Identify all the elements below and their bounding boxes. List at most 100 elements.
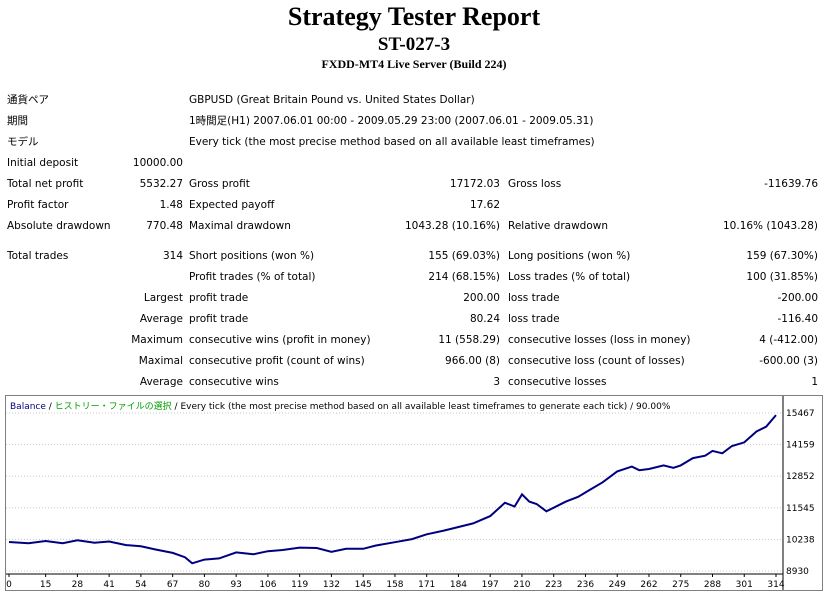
long-positions-label: Long positions (won %) [508, 250, 631, 262]
largest-label: Largest [143, 292, 183, 304]
avg-consec-wins-label: consecutive wins [189, 376, 279, 388]
x-tick-label: 93 [230, 580, 241, 590]
gross-profit-value: 17172.03 [449, 178, 500, 190]
initial-deposit-value: 10000.00 [132, 157, 183, 169]
legend-model: Every tick (the most precise method base… [180, 402, 670, 412]
largest-loss-value: -200.00 [777, 292, 818, 304]
x-tick-label: 223 [545, 580, 562, 590]
x-tick-label: 275 [672, 580, 689, 590]
profit-factor-value: 1.48 [159, 199, 183, 211]
x-tick-label: 145 [355, 580, 372, 590]
avg-consec-losses-label: consecutive losses [508, 376, 607, 388]
x-tick-label: 262 [640, 580, 657, 590]
x-tick-label: 106 [259, 580, 276, 590]
chart-grid [6, 412, 783, 572]
x-tick-label: 210 [513, 580, 530, 590]
period-label: 期間 [7, 115, 28, 127]
profit-factor-label: Profit factor [7, 199, 69, 211]
x-tick-label: 197 [482, 580, 499, 590]
x-tick-label: 41 [103, 580, 114, 590]
legend-separator-1: / [46, 402, 55, 412]
maximal-drawdown-label: Maximal drawdown [189, 220, 291, 232]
average-profit-label: profit trade [189, 313, 249, 325]
x-tick-label: 301 [736, 580, 753, 590]
initial-deposit-label: Initial deposit [7, 157, 79, 169]
x-tick-labels: 0 15 28 41 54 67 80 93 106 119 132 145 158 171 184 197 2… [6, 574, 785, 590]
average-loss-label: loss trade [508, 313, 560, 325]
gross-profit-label: Gross profit [189, 178, 250, 190]
y-tick-label: 10238 [786, 535, 815, 545]
profit-trades-value: 214 (68.15%) [428, 271, 500, 283]
total-trades-label: Total trades [7, 250, 69, 262]
max-consec-losses-value: 4 (-412.00) [759, 334, 818, 346]
largest-profit-label: profit trade [189, 292, 249, 304]
total-net-profit-value: 5532.27 [139, 178, 183, 190]
balance-chart: Balance / ヒストリー・ファイルの選択 / Every tick (th… [5, 395, 823, 591]
expected-payoff-label: Expected payoff [189, 199, 275, 211]
x-tick-label: 119 [291, 580, 308, 590]
expected-payoff-value: 17.62 [469, 199, 500, 211]
long-positions-value: 159 (67.30%) [746, 250, 818, 262]
symbol-value: GBPUSD (Great Britain Pound vs. United S… [189, 94, 475, 106]
x-tick-label: 28 [72, 580, 84, 590]
x-tick-label: 158 [386, 580, 403, 590]
largest-loss-label: loss trade [508, 292, 560, 304]
legend-separator-2: / [172, 402, 181, 412]
loss-trades-value: 100 (31.85%) [746, 271, 818, 283]
y-tick-label: 14159 [786, 441, 815, 451]
gross-loss-value: -11639.76 [764, 178, 818, 190]
balance-line [8, 414, 777, 565]
x-tick-label: 132 [323, 580, 340, 590]
x-tick-label: 54 [135, 580, 147, 590]
short-positions-value: 155 (69.03%) [428, 250, 500, 262]
y-tick-label: 11545 [786, 504, 815, 514]
symbol-label: 通貨ペア [7, 94, 49, 106]
total-trades-value: 314 [162, 250, 183, 262]
short-positions-label: Short positions (won %) [189, 250, 315, 262]
x-tick-label: 288 [704, 580, 721, 590]
model-value: Every tick (the most precise method base… [189, 136, 595, 148]
x-tick-label: 184 [450, 580, 467, 590]
period-value: 1時間足(H1) 2007.06.01 00:00 - 2009.05.29 2… [189, 115, 594, 127]
chart-border [5, 395, 823, 591]
loss-trades-label: Loss trades (% of total) [508, 271, 631, 283]
relative-drawdown-label: Relative drawdown [508, 220, 609, 232]
x-tick-label: 0 [6, 580, 12, 590]
x-tick-label: 67 [167, 580, 178, 590]
x-tick-label: 171 [418, 580, 435, 590]
absolute-drawdown-label: Absolute drawdown [7, 220, 111, 232]
x-tick-label: 236 [577, 580, 594, 590]
x-tick-label: 15 [40, 580, 51, 590]
profit-trades-label: Profit trades (% of total) [189, 271, 316, 283]
maximal-label: Maximal [138, 355, 183, 367]
max-consec-losses-label: consecutive losses (loss in money) [508, 334, 691, 346]
y-tick-labels: 15467 14159 12852 11545 10238 8930 [786, 409, 815, 577]
maximal-consec-profit-value: 966.00 (8) [445, 355, 500, 367]
average-profit-value: 80.24 [469, 313, 500, 325]
max-consec-wins-value: 11 (558.29) [438, 334, 500, 346]
maximal-consec-loss-value: -600.00 (3) [759, 355, 818, 367]
x-tick-label: 249 [609, 580, 626, 590]
report-code: ST-027-3 [377, 34, 451, 55]
relative-drawdown-value: 10.16% (1043.28) [723, 220, 818, 232]
x-tick-label: 314 [767, 580, 784, 590]
maximal-consec-loss-label: consecutive loss (count of losses) [508, 355, 685, 367]
max-consec-wins-label: consecutive wins (profit in money) [189, 334, 371, 346]
model-label: モデル [7, 136, 39, 148]
x-tick-label: 80 [199, 580, 211, 590]
maximal-consec-profit-label: consecutive profit (count of wins) [189, 355, 365, 367]
legend-history: ヒストリー・ファイルの選択 [55, 400, 172, 412]
total-net-profit-label: Total net profit [7, 178, 84, 190]
avg-consec-wins-value: 3 [493, 376, 500, 388]
average-label: Average [139, 313, 183, 325]
maximal-drawdown-value: 1043.28 (10.16%) [405, 220, 500, 232]
gross-loss-label: Gross loss [508, 178, 562, 190]
largest-profit-value: 200.00 [463, 292, 500, 304]
average-loss-value: -116.40 [777, 313, 818, 325]
avg-consec-losses-value: 1 [811, 376, 818, 388]
report-title: Strategy Tester Report [287, 2, 541, 31]
absolute-drawdown-value: 770.48 [146, 220, 183, 232]
chart-legend: Balance / ヒストリー・ファイルの選択 / Every tick (th… [10, 400, 671, 412]
average2-label: Average [139, 376, 183, 388]
y-tick-label: 15467 [786, 409, 815, 419]
